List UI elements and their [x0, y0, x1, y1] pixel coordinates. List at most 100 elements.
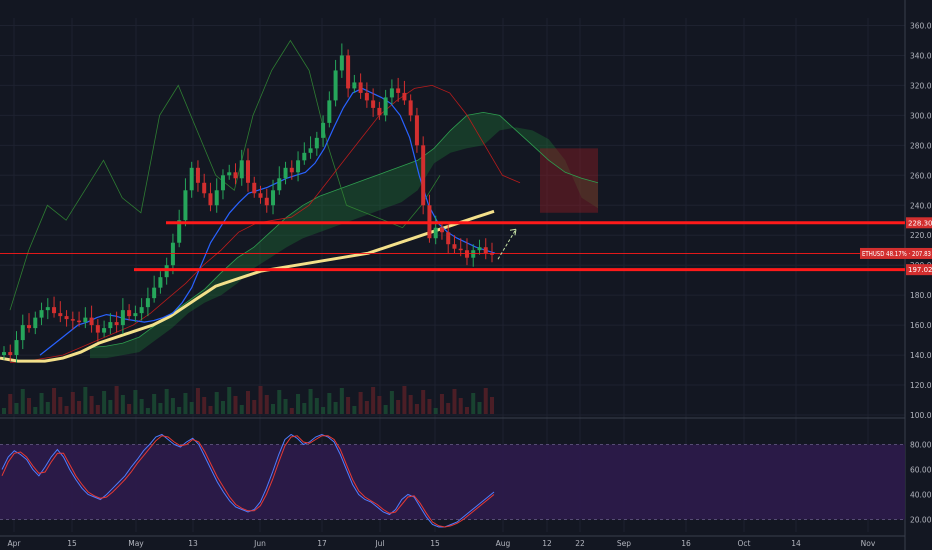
price-tick-label: 320.00: [910, 81, 932, 90]
candle-body: [289, 167, 294, 173]
oscillator-tick-label: 80.00: [910, 441, 932, 450]
volume-bar: [83, 387, 88, 414]
volume-bar: [158, 403, 163, 414]
candle-body: [414, 115, 419, 146]
candle-body: [89, 317, 94, 326]
time-tick-label: 12: [542, 539, 552, 548]
volume-bar: [452, 389, 457, 414]
candle-body: [333, 70, 338, 101]
volume-bar: [433, 408, 438, 414]
arrow-annotation[interactable]: [497, 228, 517, 260]
oscillator-axis: 80.00 60.00 40.00 20.00: [910, 441, 932, 525]
volume-bar: [202, 397, 207, 414]
candle-body: [20, 325, 25, 341]
volume-bar: [2, 408, 6, 414]
candle-body: [177, 220, 182, 243]
candle-body: [52, 307, 57, 314]
price-flags: 228.30 197.02 ETHUSD 48.17% · 207.83: [860, 217, 932, 276]
volume-bar: [327, 393, 332, 414]
candle-body: [458, 248, 463, 251]
candle-body: [58, 313, 63, 317]
stoch-d-line: [1, 435, 495, 528]
candle-body: [183, 190, 188, 221]
candle-body: [358, 82, 363, 93]
candle-body: [377, 107, 382, 116]
cloud-area: [90, 112, 598, 359]
candle-body: [339, 55, 344, 71]
volume-bar: [314, 398, 319, 414]
volume-bar: [208, 406, 213, 414]
volume-bar: [439, 394, 444, 414]
candle-body: [127, 310, 132, 317]
price-tick-label: 220.00: [910, 231, 932, 240]
volume-bar: [133, 390, 138, 414]
volume-bar: [427, 399, 432, 414]
oscillator-band: [0, 444, 905, 520]
volume-bar: [127, 404, 132, 414]
candle-body: [296, 160, 301, 173]
volume-bar: [371, 387, 376, 414]
candle-body: [246, 160, 250, 183]
candle-body: [302, 152, 307, 161]
volume-bar: [108, 400, 113, 414]
time-tick-label: Jun: [253, 539, 266, 548]
volume-bar: [89, 396, 94, 414]
candle-body: [133, 313, 138, 317]
price-tick-label: 140.00: [910, 351, 932, 360]
projection-arrow-head: [509, 228, 517, 236]
candle-body: [396, 88, 401, 93]
volume-bar: [308, 389, 313, 414]
time-tick-label: Aug: [496, 539, 511, 548]
candle-body: [114, 322, 119, 326]
oscillator-tick-label: 20.00: [910, 516, 932, 525]
candle-body: [321, 122, 326, 138]
candle-body: [2, 352, 6, 356]
candle-body: [77, 320, 82, 323]
time-tick-label: May: [128, 539, 144, 548]
volume-bar: [483, 388, 488, 414]
time-tick-label: 16: [681, 539, 691, 548]
support-price-flag: 197.02: [908, 266, 932, 274]
volume-bar: [139, 399, 144, 414]
candle-body: [383, 97, 388, 116]
price-axis: 360.00 340.00 320.00 300.00 280.00 260.00 240.…: [910, 21, 932, 420]
volume-bar: [120, 395, 125, 414]
volume-bar: [170, 398, 175, 414]
volume-bar: [490, 397, 494, 414]
candle-body: [352, 82, 357, 89]
candle-body: [102, 328, 107, 333]
price-tick-label: 260.00: [910, 171, 932, 180]
candle-body: [308, 148, 313, 153]
candle-body: [264, 197, 269, 206]
candle-body: [139, 307, 144, 314]
volume-bar: [414, 404, 419, 414]
volume-bar: [58, 397, 63, 414]
price-tick-label: 300.00: [910, 111, 932, 120]
volume-bar: [271, 404, 276, 414]
candle-body: [346, 55, 351, 89]
volume-bar: [352, 406, 357, 414]
candle-body: [471, 250, 476, 258]
volume-bar: [289, 408, 294, 414]
volume-bar: [95, 405, 100, 414]
volume-bar: [20, 389, 25, 414]
candle-body: [195, 167, 200, 183]
volume-bar: [333, 402, 338, 414]
price-tick-label: 240.00: [910, 201, 932, 210]
candle-body: [83, 317, 88, 323]
oscillator-tick-label: 40.00: [910, 491, 932, 500]
volume-bar: [45, 402, 50, 414]
volume-bar: [227, 387, 232, 414]
candle-body: [464, 250, 469, 258]
time-axis: Apr 15 May 13 Jun 17 Jul 15 Aug 12 22 Sep 16 Oct 14 Nov: [8, 539, 876, 548]
time-tick-label: 15: [430, 539, 440, 548]
volume-bar: [52, 388, 57, 414]
candle-body: [402, 92, 407, 101]
volume-bar: [114, 386, 119, 414]
candle-body: [233, 172, 238, 179]
horizontal-levels[interactable]: [0, 221, 905, 272]
candle-body: [483, 247, 488, 254]
lagging-span: [9, 39, 441, 311]
candle-body: [271, 190, 276, 206]
